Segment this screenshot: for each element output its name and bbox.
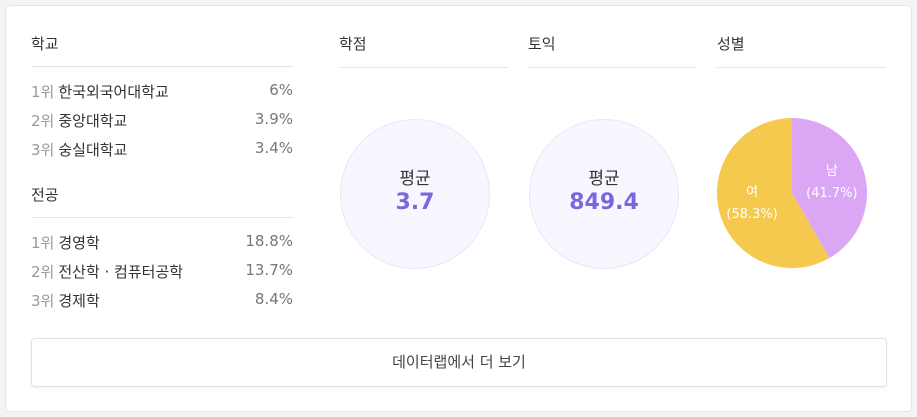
avg-value: 849.4 <box>569 190 639 215</box>
rank: 1위 <box>31 234 55 252</box>
rank-row: 1위 경영학 18.8% <box>31 232 293 253</box>
section-title: 전공 <box>31 186 59 204</box>
item-value: 6% <box>269 81 293 99</box>
slice-value-label: (41.7%) <box>806 186 857 201</box>
rank-row: 3위 경제학 8.4% <box>31 290 293 311</box>
item-name: 경제학 <box>58 292 100 310</box>
toeic-circle: 평균 849.4 <box>529 119 679 269</box>
divider <box>528 67 697 68</box>
rank: 3위 <box>31 292 55 310</box>
rank: 2위 <box>31 112 55 130</box>
item-name: 한국외국어대학교 <box>58 83 169 101</box>
rank-row: 1위 한국외국어대학교 6% <box>31 81 293 102</box>
more-button[interactable]: 데이터랩에서 더 보기 <box>31 338 887 387</box>
rank: 2위 <box>31 263 55 281</box>
item-value: 3.9% <box>254 110 293 128</box>
divider <box>31 217 293 218</box>
slice-label: 여 <box>746 185 758 200</box>
divider <box>717 67 886 68</box>
item-name: 숭실대학교 <box>58 141 128 159</box>
pie-slice <box>792 118 867 259</box>
gpa-circle: 평균 3.7 <box>340 119 490 269</box>
rank-row: 2위 전산학 · 컴퓨터공학 13.7% <box>31 261 293 282</box>
section-title: 성별 <box>717 35 745 53</box>
rank: 1위 <box>31 83 55 101</box>
section-title: 학점 <box>339 35 367 53</box>
item-name: 경영학 <box>58 234 100 252</box>
avg-value: 3.7 <box>395 190 435 215</box>
avg-label: 평균 <box>588 169 620 189</box>
section-title: 토익 <box>528 35 556 53</box>
slice-value-label: (58.3%) <box>726 207 777 222</box>
section-title: 학교 <box>31 35 59 53</box>
slice-label: 남 <box>826 164 838 179</box>
divider <box>339 67 508 68</box>
pie-slice <box>717 117 830 268</box>
divider <box>31 66 293 67</box>
rank: 3위 <box>31 141 55 159</box>
item-value: 8.4% <box>254 290 293 308</box>
item-name: 전산학 · 컴퓨터공학 <box>58 263 184 281</box>
pie-chart: 남 (41.7%) 여 (58.3%) <box>717 117 867 268</box>
item-value: 13.7% <box>245 261 293 279</box>
item-name: 중앙대학교 <box>58 112 128 130</box>
item-value: 3.4% <box>254 139 293 157</box>
item-value: 18.8% <box>245 232 293 250</box>
rank-row: 2위 중앙대학교 3.9% <box>31 110 293 131</box>
rank-row: 3위 숭실대학교 3.4% <box>31 139 293 160</box>
avg-label: 평균 <box>399 169 431 189</box>
